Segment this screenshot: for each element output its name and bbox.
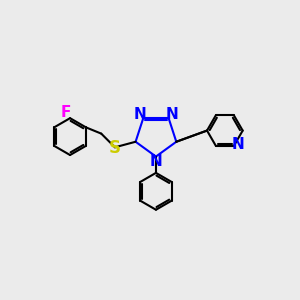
Text: S: S [109,139,121,157]
Text: N: N [150,154,162,169]
Text: N: N [232,137,244,152]
Text: F: F [60,105,71,120]
Text: N: N [166,107,178,122]
Text: N: N [134,107,146,122]
